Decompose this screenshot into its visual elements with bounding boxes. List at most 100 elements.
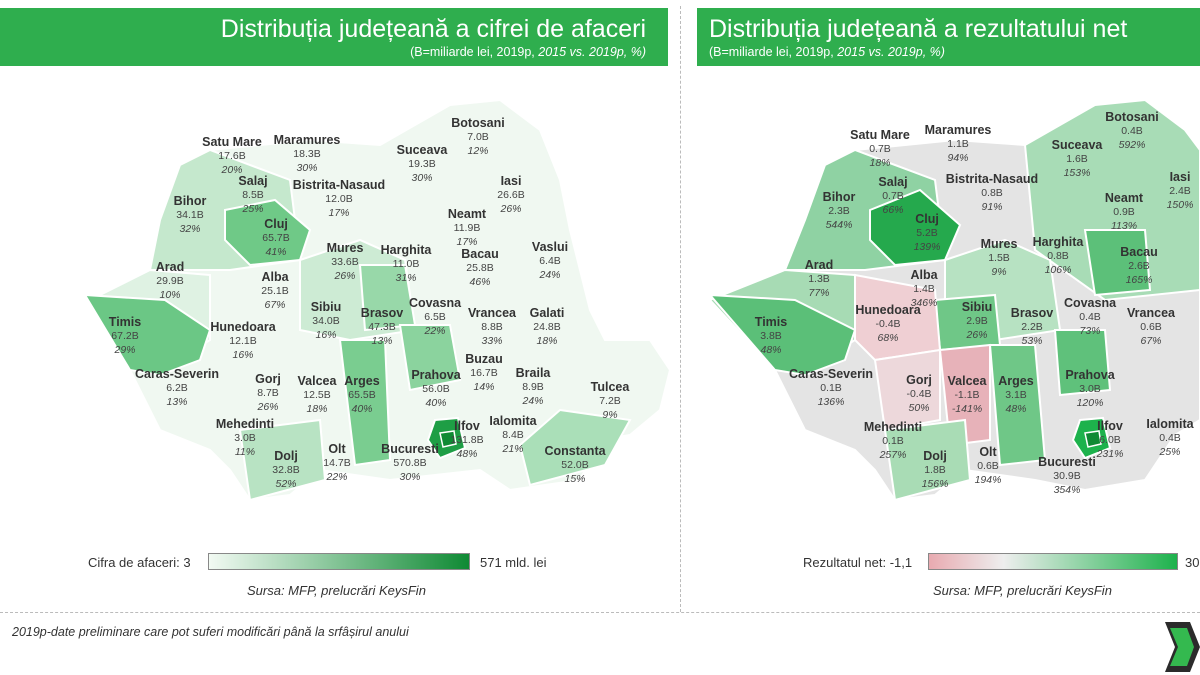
right-chart-subtitle: (B=miliarde lei, 2019p, 2015 vs. 2019p, … [709, 44, 1200, 60]
net-result-value-sibiu: 2.9B [966, 315, 988, 327]
turnover-name-prahova: Prahova [411, 368, 461, 382]
turnover-change-mehedinti: 11% [234, 446, 256, 458]
turnover-label-prahova: Prahova 56.0B 40% [411, 368, 460, 410]
turnover-value-harghita: 11.0B [392, 258, 420, 270]
turnover-change-gorj: 26% [257, 401, 279, 413]
turnover-value-iasi: 26.6B [497, 189, 525, 201]
net-result-value-bacau: 2.6B [1128, 260, 1150, 272]
net-result-name-arad: Arad [804, 258, 834, 272]
net-result-change-botosani: 592% [1118, 139, 1146, 151]
net-result-name-botosani: Botosani [1105, 110, 1159, 124]
turnover-change-ialomita: 21% [502, 443, 524, 455]
turnover-change-hunedoara: 16% [232, 349, 254, 361]
turnover-name-arges: Arges [344, 374, 380, 388]
turnover-change-valcea: 18% [306, 403, 328, 415]
left-legend-min-label: Cifra de afaceri: 3 [88, 555, 191, 570]
net-result-name-salaj: Salaj [878, 175, 908, 189]
turnover-label-brasov: Brasov 47.3B 13% [361, 306, 403, 348]
net-result-name-gorj: Gorj [906, 373, 932, 387]
turnover-value-botosani: 7.0B [467, 131, 489, 143]
turnover-change-harghita: 31% [395, 272, 417, 284]
turnover-name-arad: Arad [155, 260, 185, 274]
net-result-change-harghita: 106% [1044, 264, 1072, 276]
net-result-change-alba: 346% [910, 297, 938, 309]
turnover-region-prahova [398, 324, 462, 392]
net-result-region-arges [988, 344, 1047, 467]
turnover-change-timis: 29% [114, 344, 136, 356]
turnover-value-gorj: 8.7B [257, 387, 279, 399]
turnover-change-prahova: 40% [425, 397, 447, 409]
turnover-change-covasna: 22% [424, 325, 446, 337]
turnover-name-vrancea: Vrancea [468, 306, 516, 320]
turnover-label-ialomita: Ialomita 8.4B 21% [489, 414, 536, 456]
net-result-map: Satu Mare 0.7B 18% Maramures 1.1B 94% Botosani… [705, 90, 1200, 530]
turnover-value-alba: 25.1B [261, 285, 289, 297]
net-result-label-sibiu: Sibiu 2.9B 26% [962, 300, 993, 342]
right-subtitle-plain: (B=miliarde lei, 2019p, [709, 45, 834, 59]
turnover-value-ilfov: 131.8B [450, 434, 484, 446]
net-result-name-mehedinti: Mehedinti [863, 420, 923, 434]
net-result-name-sibiu: Sibiu [961, 300, 993, 314]
turnover-label-olt: Olt 14.7B 22% [323, 442, 350, 484]
turnover-change-dolj: 52% [275, 478, 297, 490]
turnover-name-olt: Olt [328, 442, 346, 456]
net-result-change-mures: 9% [991, 266, 1007, 278]
turnover-name-tulcea: Tulcea [590, 380, 630, 394]
turnover-label-bihor: Bihor 34.1B 32% [174, 194, 207, 236]
turnover-name-alba: Alba [261, 270, 289, 284]
net-result-region-timis [707, 293, 857, 377]
net-result-change-cluj: 139% [913, 241, 941, 253]
turnover-label-botosani: Botosani 7.0B 12% [451, 116, 504, 158]
turnover-change-bihor: 32% [179, 223, 201, 235]
turnover-value-bucuresti: 570.8B [393, 457, 427, 469]
left-legend-gradient [208, 553, 470, 570]
net-result-name-olt: Olt [979, 445, 997, 459]
net-result-label-bucuresti: Bucuresti 30.9B 354% [1038, 455, 1096, 497]
turnover-value-salaj: 8.5B [242, 189, 264, 201]
net-result-value-brasov: 2.2B [1021, 321, 1043, 333]
net-result-name-arges: Arges [998, 374, 1034, 388]
turnover-region-constanta [518, 408, 632, 487]
turnover-change-bistrita-nasaud: 17% [328, 207, 350, 219]
turnover-value-covasna: 6.5B [424, 311, 446, 323]
turnover-label-arges: Arges 65.5B 40% [344, 374, 379, 416]
turnover-name-sibiu: Sibiu [310, 300, 342, 314]
turnover-label-mehedinti: Mehedinti 3.0B 11% [216, 417, 274, 459]
net-result-region-north [1023, 98, 1200, 302]
net-result-name-ilfov: Ilfov [1097, 419, 1123, 433]
net-result-change-bacau: 165% [1125, 274, 1153, 286]
turnover-name-botosani: Botosani [451, 116, 505, 130]
turnover-label-maramures: Maramures 18.3B 30% [274, 133, 341, 175]
net-result-name-mures: Mures [980, 237, 1018, 251]
turnover-change-cluj: 41% [265, 246, 287, 258]
net-result-name-cluj: Cluj [915, 212, 939, 226]
net-result-label-cluj: Cluj 5.2B 139% [914, 212, 941, 254]
turnover-region-arges [338, 339, 392, 467]
net-result-region-valcea [938, 343, 991, 447]
turnover-value-suceava: 19.3B [408, 158, 436, 170]
net-result-label-caras-severin: Caras-Severin 0.1B 136% [789, 367, 873, 409]
turnover-label-iasi: Iasi 26.6B 26% [497, 174, 524, 216]
net-result-value-valcea: -1.1B [954, 389, 980, 401]
net-result-change-neamt: 113% [1110, 220, 1138, 232]
left-chart-title: Distribuția județeană a cifrei de afacer… [220, 15, 646, 43]
turnover-change-arad: 10% [159, 289, 181, 301]
turnover-value-sibiu: 34.0B [312, 315, 340, 327]
turnover-label-sibiu: Sibiu 34.0B 16% [311, 300, 342, 342]
left-subtitle-italic: 2015 vs. 2019p, %) [538, 45, 646, 59]
turnover-name-hunedoara: Hunedoara [210, 320, 276, 334]
turnover-change-sibiu: 16% [315, 329, 337, 341]
turnover-label-dolj: Dolj 32.8B 52% [272, 449, 299, 491]
turnover-name-bacau: Bacau [461, 247, 499, 261]
turnover-change-bucuresti: 30% [399, 471, 421, 483]
turnover-name-bucuresti: Bucuresti [381, 442, 439, 456]
turnover-label-tulcea: Tulcea 7.2B 9% [591, 380, 630, 422]
turnover-name-valcea: Valcea [297, 374, 337, 388]
horizontal-divider [0, 612, 1200, 613]
turnover-name-ialomita: Ialomita [489, 414, 537, 428]
turnover-value-vaslui: 6.4B [539, 255, 561, 267]
net-result-change-maramures: 94% [947, 152, 969, 164]
net-result-value-alba: 1.4B [913, 283, 935, 295]
net-result-value-neamt: 0.9B [1113, 206, 1135, 218]
net-result-label-valcea: Valcea -1.1B -141% [948, 374, 987, 416]
